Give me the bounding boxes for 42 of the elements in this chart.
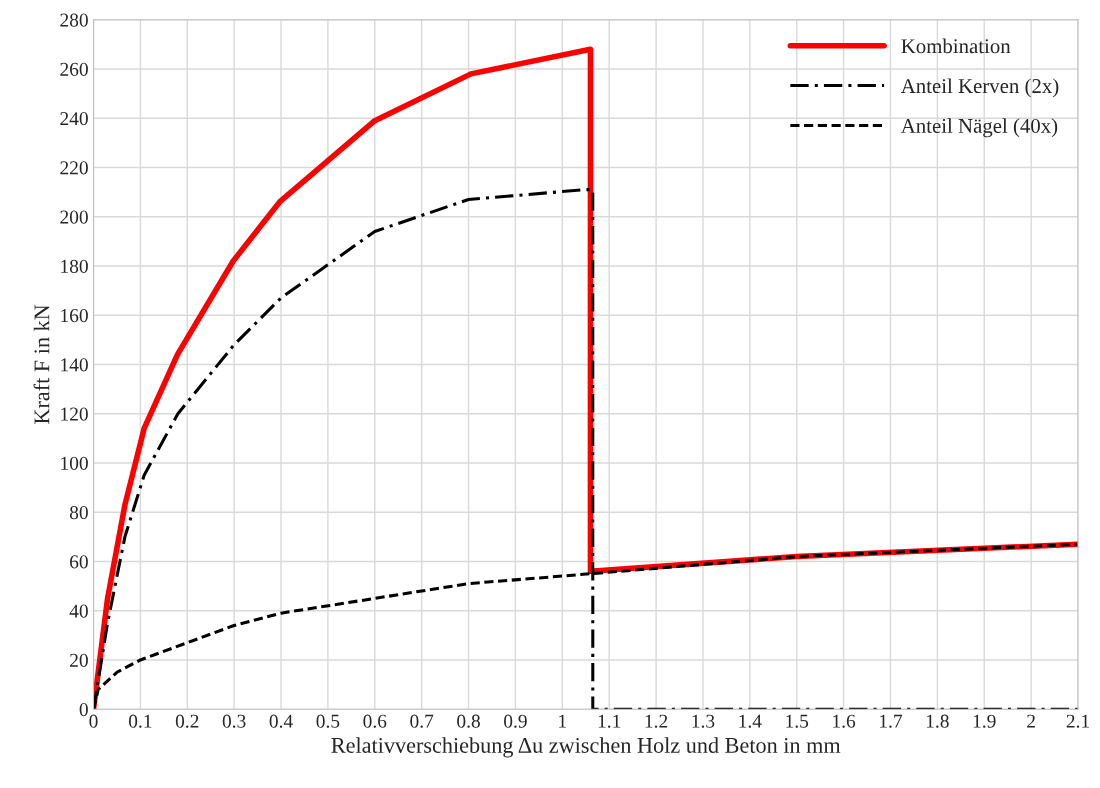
x-tick-label: 0.1 — [128, 714, 152, 728]
x-tick-label: 1.4 — [739, 714, 762, 728]
y-tick-label: 220 — [60, 161, 88, 175]
x-tick-label: 1.2 — [645, 714, 668, 728]
x-tick-label: 0.6 — [363, 714, 387, 728]
y-tick-label: 60 — [70, 555, 88, 569]
x-tick-label: 0.7 — [410, 714, 434, 728]
x-tick-label: 0.5 — [316, 714, 340, 728]
y-tick-label: 40 — [69, 604, 88, 618]
x-tick-label: 1.5 — [786, 714, 809, 728]
x-axis-title: Relativverschiebung Δu zwischen Holz und Beton in mm — [331, 737, 841, 758]
x-tick-label: 1.3 — [692, 714, 715, 728]
y-tick-label: 20 — [70, 653, 88, 667]
x-tick-label: 0.9 — [504, 714, 527, 728]
y-tick-label: 0 — [79, 703, 88, 717]
y-tick-label: 260 — [60, 62, 88, 76]
y-tick-label: 160 — [61, 309, 88, 323]
x-tick-label: 0.2 — [175, 714, 199, 728]
x-tick-label: 1.6 — [833, 714, 856, 728]
x-tick-label: 0 — [89, 714, 98, 728]
x-tick-label: 1.9 — [973, 714, 996, 728]
x-tick-label: 1.7 — [880, 714, 903, 728]
x-tick-label: 0.4 — [269, 714, 293, 728]
y-tick-label: 80 — [69, 506, 88, 520]
y-tick-label: 100 — [61, 456, 88, 470]
legend-label: Anteil Kerven (2x) — [900, 78, 1059, 98]
x-tick-label: 1 — [559, 714, 566, 728]
legend-label: Anteil Nägel (40x) — [900, 118, 1058, 138]
x-tick-label: 2.1 — [1066, 714, 1089, 728]
y-tick-label: 240 — [60, 112, 88, 126]
y-tick-label: 280 — [60, 13, 88, 27]
y-tick-label: 180 — [61, 259, 88, 273]
legend-label: Kombination — [901, 38, 1011, 54]
x-tick-label: 0.3 — [222, 714, 246, 728]
x-tick-label: 1.8 — [926, 714, 949, 728]
y-tick-label: 200 — [60, 210, 88, 224]
y-axis-title: Kraft F in kN — [33, 304, 50, 424]
y-tick-label: 140 — [61, 358, 88, 372]
y-tick-label: 120 — [61, 407, 88, 421]
x-tick-label: 2 — [1027, 714, 1035, 728]
x-tick-label: 0.8 — [457, 714, 480, 728]
x-tick-label: 1.1 — [598, 714, 621, 728]
